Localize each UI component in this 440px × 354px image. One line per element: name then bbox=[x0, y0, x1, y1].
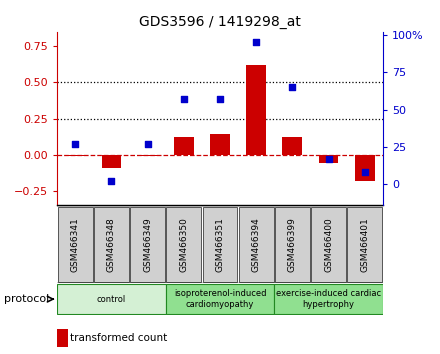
Bar bbox=[174, 137, 194, 155]
Bar bbox=[57, 284, 166, 314]
Bar bbox=[66, 155, 85, 156]
Bar bbox=[282, 137, 302, 155]
Text: GSM466399: GSM466399 bbox=[288, 217, 297, 272]
Bar bbox=[319, 155, 338, 164]
Bar bbox=[246, 65, 266, 155]
Text: exercise-induced cardiac
hypertrophy: exercise-induced cardiac hypertrophy bbox=[276, 290, 381, 309]
Text: GSM466350: GSM466350 bbox=[180, 217, 188, 272]
Point bbox=[108, 178, 115, 184]
Bar bbox=[203, 207, 237, 282]
Bar bbox=[166, 207, 201, 282]
Point bbox=[216, 96, 224, 102]
Bar bbox=[138, 155, 158, 156]
Bar bbox=[311, 207, 346, 282]
Text: GSM466348: GSM466348 bbox=[107, 217, 116, 272]
Bar bbox=[355, 155, 375, 181]
Text: GSM466400: GSM466400 bbox=[324, 217, 333, 272]
Text: isoproterenol-induced
cardiomyopathy: isoproterenol-induced cardiomyopathy bbox=[174, 290, 266, 309]
Text: control: control bbox=[97, 295, 126, 304]
Point bbox=[325, 156, 332, 162]
Point bbox=[72, 141, 79, 147]
Bar bbox=[94, 207, 129, 282]
Bar bbox=[239, 207, 274, 282]
Bar bbox=[210, 135, 230, 155]
Point bbox=[144, 141, 151, 147]
Point bbox=[289, 84, 296, 90]
Bar bbox=[275, 207, 310, 282]
Bar bbox=[274, 284, 383, 314]
Text: GSM466394: GSM466394 bbox=[252, 217, 260, 272]
Text: GSM466341: GSM466341 bbox=[71, 217, 80, 272]
Title: GDS3596 / 1419298_at: GDS3596 / 1419298_at bbox=[139, 16, 301, 29]
Text: transformed count: transformed count bbox=[70, 333, 168, 343]
Bar bbox=[58, 207, 93, 282]
Bar bbox=[130, 207, 165, 282]
Bar bbox=[347, 207, 382, 282]
Point bbox=[180, 96, 187, 102]
Bar bbox=[102, 155, 121, 168]
Point bbox=[361, 170, 368, 175]
Text: GSM466401: GSM466401 bbox=[360, 217, 369, 272]
Text: GSM466349: GSM466349 bbox=[143, 217, 152, 272]
Bar bbox=[166, 284, 274, 314]
Point bbox=[253, 40, 260, 45]
Text: protocol: protocol bbox=[4, 294, 50, 304]
Text: GSM466351: GSM466351 bbox=[216, 217, 224, 272]
